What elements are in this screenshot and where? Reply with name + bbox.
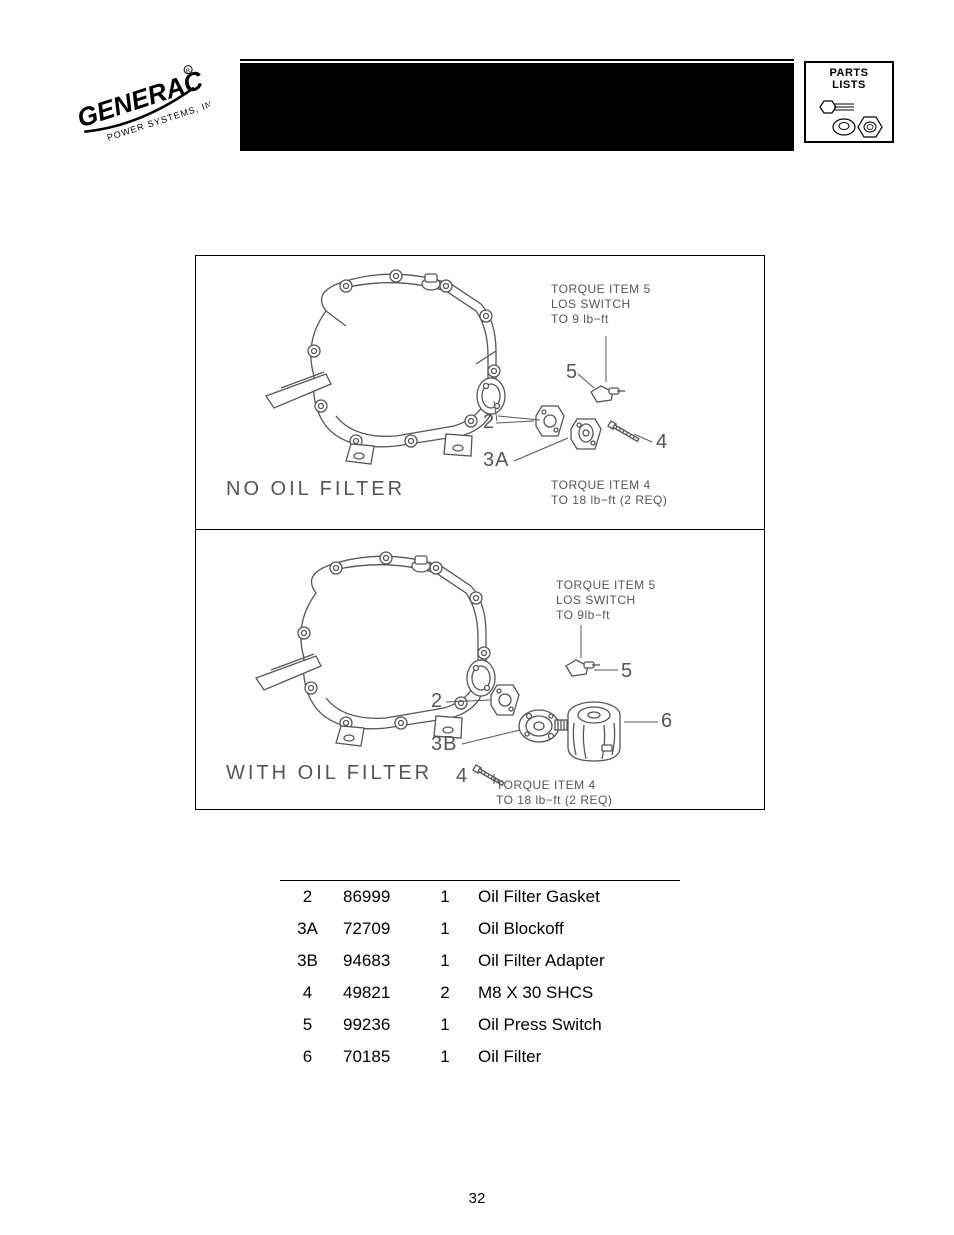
caption-no-oil-filter: NO OIL FILTER xyxy=(226,478,405,501)
cell-desc: Oil Filter Gasket xyxy=(470,881,680,913)
table-row: 6 70185 1 Oil Filter xyxy=(280,1041,680,1073)
table-row: 2 86999 1 Oil Filter Gasket xyxy=(280,881,680,913)
diagram-with-oil-filter: TORQUE ITEM 5 LOS SWITCH TO 9lb−ft TORQU… xyxy=(195,530,765,810)
cell-part: 86999 xyxy=(335,881,420,913)
table-row: 4 49821 2 M8 X 30 SHCS xyxy=(280,977,680,1009)
diagram-no-oil-filter: TORQUE ITEM 5 LOS SWITCH TO 9 lb−ft TORQ… xyxy=(195,255,765,530)
table-row: 3A 72709 1 Oil Blockoff xyxy=(280,913,680,945)
parts-lists-badge: PARTS LISTS xyxy=(804,61,894,143)
page-number: 32 xyxy=(0,1190,954,1207)
page-header: GENERAC POWER SYSTEMS, INC. R PARTS LIST… xyxy=(60,55,894,155)
table-row: 5 99236 1 Oil Press Switch xyxy=(280,1009,680,1041)
generac-logo: GENERAC POWER SYSTEMS, INC. R xyxy=(60,55,210,165)
parts-table: 2 86999 1 Oil Filter Gasket 3A 72709 1 O… xyxy=(280,880,680,1073)
cell-qty: 1 xyxy=(420,881,470,913)
title-bar xyxy=(240,63,794,151)
caption-with-oil-filter: WITH OIL FILTER xyxy=(226,762,432,785)
cell-item: 2 xyxy=(280,881,335,913)
table-row: 3B 94683 1 Oil Filter Adapter xyxy=(280,945,680,977)
